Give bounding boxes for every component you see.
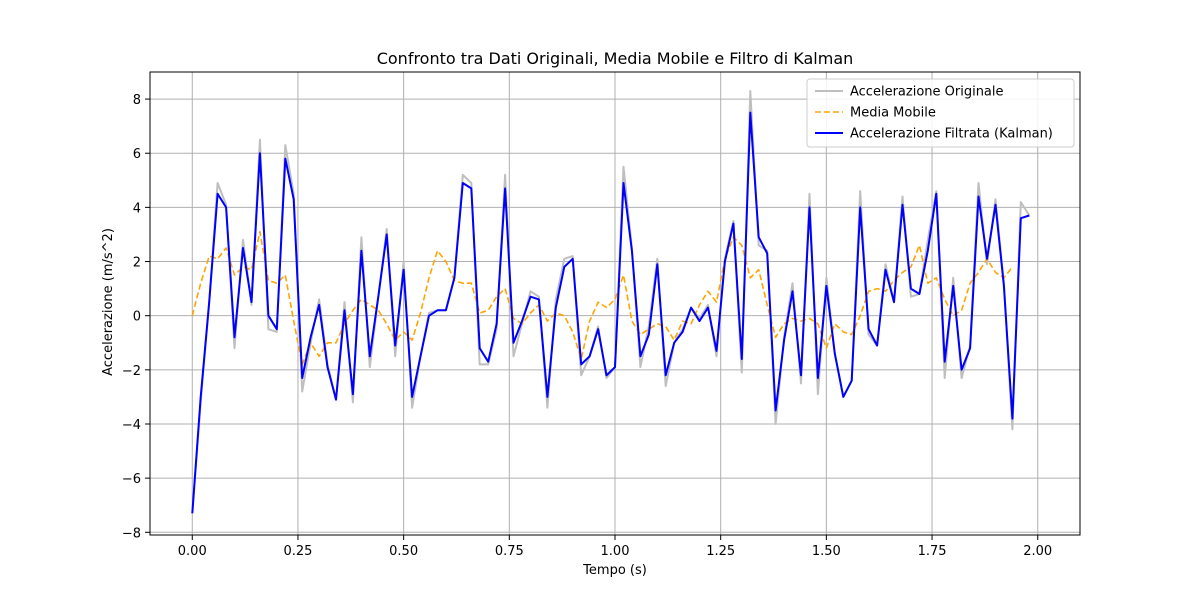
x-axis-ticks: 0.00 0.25 0.50 0.75 1.00 1.25 1.50 1.75 2.00 bbox=[178, 535, 1052, 559]
x-tick-label: 0.00 bbox=[178, 544, 207, 559]
x-tick-label: 1.25 bbox=[706, 544, 735, 559]
legend-label: Media Mobile bbox=[850, 106, 936, 121]
x-tick-label: 1.50 bbox=[812, 544, 841, 559]
legend-label: Accelerazione Filtrata (Kalman) bbox=[850, 127, 1053, 142]
x-tick-label: 2.00 bbox=[1023, 544, 1052, 559]
chart-title: Confronto tra Dati Originali, Media Mobi… bbox=[377, 49, 854, 68]
legend-box bbox=[806, 78, 1075, 148]
y-tick-label: 8 bbox=[133, 93, 141, 108]
x-tick-label: 0.25 bbox=[283, 544, 312, 559]
x-tick-label: 0.75 bbox=[495, 544, 524, 559]
y-tick-label: 2 bbox=[133, 256, 141, 271]
grid bbox=[150, 72, 1080, 535]
x-axis-label: Tempo (s) bbox=[582, 563, 647, 578]
y-tick-label: 6 bbox=[133, 147, 141, 162]
y-tick-label: −6 bbox=[122, 472, 141, 487]
x-tick-label: 1.75 bbox=[918, 544, 947, 559]
y-tick-label: −4 bbox=[122, 418, 141, 433]
y-tick-label: −2 bbox=[122, 364, 141, 379]
legend-label: Accelerazione Originale bbox=[850, 85, 1004, 100]
y-tick-label: 0 bbox=[133, 310, 141, 325]
y-tick-label: −8 bbox=[122, 526, 141, 541]
x-tick-label: 1.00 bbox=[601, 544, 630, 559]
y-tick-label: 4 bbox=[133, 201, 141, 216]
series-lines bbox=[191, 90, 1031, 514]
series-line-2 bbox=[191, 111, 1030, 514]
series-line-1 bbox=[191, 230, 1014, 366]
y-axis-ticks: −8 −6 −4 −2 0 2 4 6 8 bbox=[122, 93, 150, 541]
y-axis-label: Accelerazione (m/s^2) bbox=[101, 228, 116, 376]
legend: Accelerazione Originale Media Mobile Accel… bbox=[806, 78, 1075, 148]
x-tick-label: 0.50 bbox=[389, 544, 418, 559]
